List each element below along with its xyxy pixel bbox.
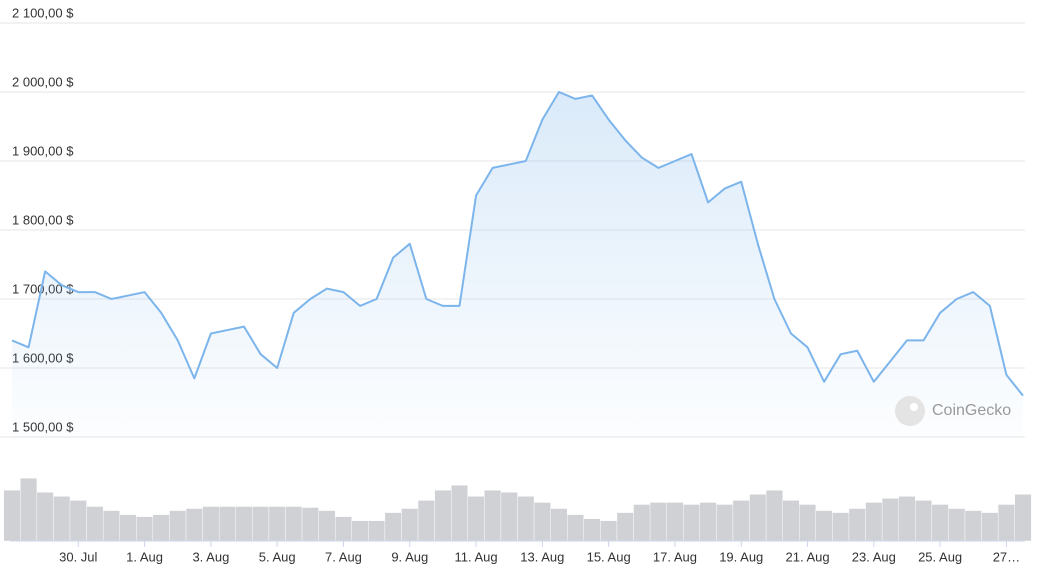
x-tick-label: 13. Aug — [520, 549, 564, 564]
x-tick-label: 17. Aug — [653, 549, 697, 564]
volume-bar — [218, 506, 236, 542]
x-tick-label: 30. Jul — [59, 549, 97, 564]
x-tick-label: 19. Aug — [719, 549, 763, 564]
volume-bar — [1014, 494, 1032, 542]
volume-bar — [832, 512, 850, 542]
volume-bar — [649, 502, 667, 542]
volume-bar — [467, 496, 485, 542]
volume-bar — [136, 516, 154, 542]
volume-bar — [202, 506, 220, 542]
volume-bar — [252, 506, 270, 542]
watermark-text: CoinGecko — [932, 402, 1011, 419]
volume-bar — [152, 514, 170, 542]
x-tick-label: 23. Aug — [852, 549, 896, 564]
volume-bar — [235, 506, 253, 542]
volume-bar — [865, 502, 883, 542]
volume-bar — [567, 514, 584, 542]
x-tick-label: 9. Aug — [391, 549, 428, 564]
volume-bar — [948, 508, 966, 542]
volume-bar — [517, 496, 535, 542]
volume-bar — [915, 500, 933, 542]
price-area — [12, 92, 1023, 437]
volume-bar — [401, 508, 419, 542]
volume-bar — [898, 496, 916, 542]
volume-bar — [964, 510, 982, 542]
volume-bar — [417, 500, 435, 542]
volume-bar — [451, 485, 468, 542]
x-tick-label: 11. Aug — [454, 549, 497, 564]
y-tick-label: 1 800,00 $ — [12, 212, 74, 227]
volume-bar — [815, 510, 833, 542]
x-tick-label: 1. Aug — [126, 549, 163, 564]
watermark: CoinGecko — [895, 396, 1011, 426]
volume-bar — [351, 520, 369, 542]
x-tick-label: 27… — [993, 549, 1020, 564]
volume-bar — [683, 504, 701, 542]
x-tick-label: 25. Aug — [918, 549, 962, 564]
watermark-logo-eye — [910, 403, 918, 411]
volume-bar — [69, 500, 87, 542]
volume-bar — [848, 508, 866, 542]
volume-bar — [666, 502, 684, 542]
volume-bar — [185, 508, 203, 542]
volume-bar — [86, 506, 104, 542]
volume-bar — [169, 510, 187, 542]
volume-bar — [102, 510, 120, 542]
volume-bar — [268, 506, 286, 542]
volume-bar — [600, 520, 618, 542]
volume-bar — [119, 514, 137, 542]
volume-bar — [384, 512, 402, 542]
volume-bar — [633, 504, 651, 542]
x-tick-label: 5. Aug — [259, 549, 296, 564]
y-tick-label: 1 900,00 $ — [12, 143, 74, 158]
volume-bar — [550, 508, 568, 542]
y-tick-label: 2 000,00 $ — [12, 74, 74, 89]
volume-bar — [318, 510, 336, 542]
volume-bar — [368, 520, 386, 542]
volume-bar — [583, 518, 601, 542]
volume-bar — [434, 490, 452, 542]
x-tick-label: 7. Aug — [325, 549, 362, 564]
x-tick-label: 3. Aug — [192, 549, 229, 564]
volume-bar — [716, 504, 734, 542]
volume-bar — [53, 496, 71, 542]
volume-bar — [334, 516, 352, 542]
volume-bar — [533, 502, 551, 542]
volume-bar — [981, 512, 999, 542]
volume-bar — [782, 500, 800, 542]
price-line — [11, 91, 1024, 397]
volume-bar — [931, 504, 949, 542]
x-tick-label: 15. Aug — [587, 549, 631, 564]
volume-bar — [500, 492, 518, 542]
y-tick-label: 2 100,00 $ — [12, 5, 74, 20]
x-tick-label: 21. Aug — [785, 549, 829, 564]
volume-bar — [36, 492, 54, 542]
volume-bar — [301, 507, 319, 542]
volume-bar — [285, 506, 303, 542]
volume-bar — [765, 490, 783, 542]
volume-bar — [484, 490, 502, 542]
volume-bar — [799, 504, 817, 542]
volume-bar — [749, 494, 767, 542]
volume-bar — [881, 498, 899, 542]
volume-bar — [732, 500, 750, 542]
volume-bar — [616, 512, 634, 542]
volume-bar — [699, 502, 717, 542]
watermark-logo — [895, 396, 925, 426]
volume-bar — [997, 504, 1015, 542]
volume-bar — [3, 490, 21, 542]
volume-bar — [20, 477, 38, 542]
